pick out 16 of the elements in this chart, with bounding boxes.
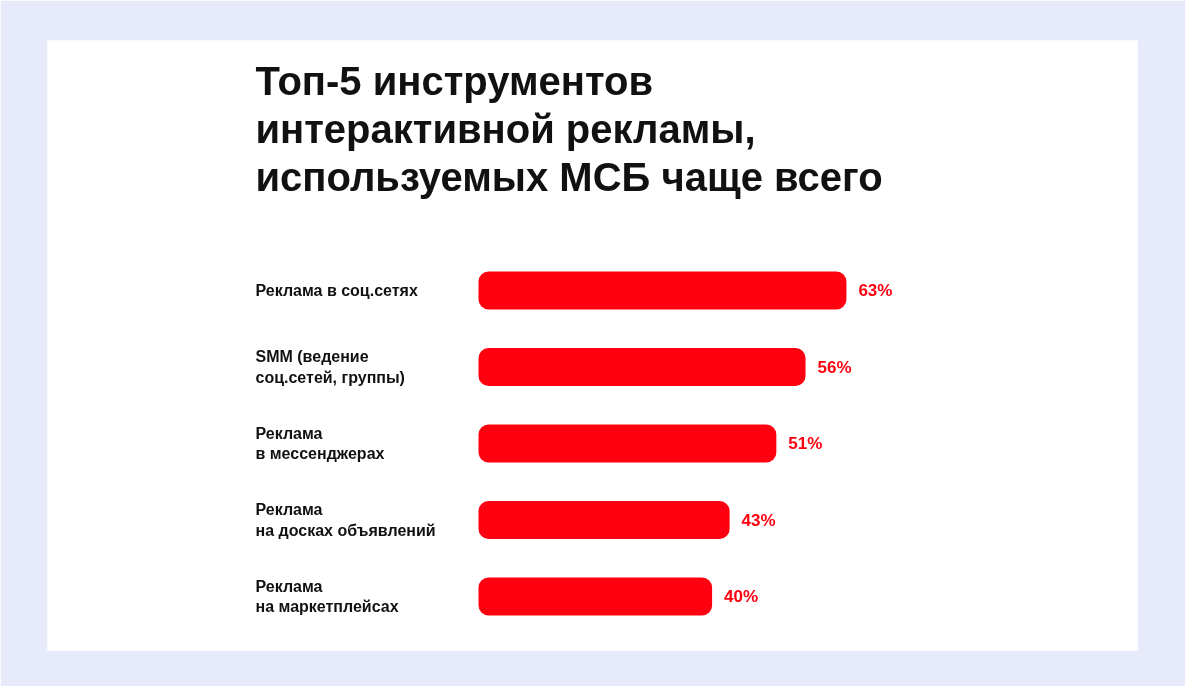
bar bbox=[478, 424, 777, 463]
y-tick-label: SMM (ведение соц.сетей, группы) bbox=[255, 348, 405, 386]
bar bbox=[478, 577, 713, 616]
y-tick-label: Реклама в мессенджерах bbox=[255, 424, 385, 463]
data-label: 51% bbox=[788, 434, 823, 453]
bar bbox=[478, 501, 730, 539]
bar bbox=[478, 271, 847, 310]
y-tick-label: Реклама на досках объявлений bbox=[255, 501, 436, 539]
data-label: 56% bbox=[817, 357, 852, 377]
y-tick-label: Реклама на маркетплейсах bbox=[255, 577, 399, 616]
data-label: 63% bbox=[858, 281, 893, 300]
chart-title: Топ-5 инструментов интерактивной рекламы, используемых МСБ чаще всего bbox=[255, 58, 883, 200]
data-label: 43% bbox=[741, 510, 776, 530]
y-tick-label: Реклама в соц.сетях bbox=[255, 282, 418, 299]
bar bbox=[478, 348, 806, 386]
data-label: 40% bbox=[724, 587, 759, 606]
